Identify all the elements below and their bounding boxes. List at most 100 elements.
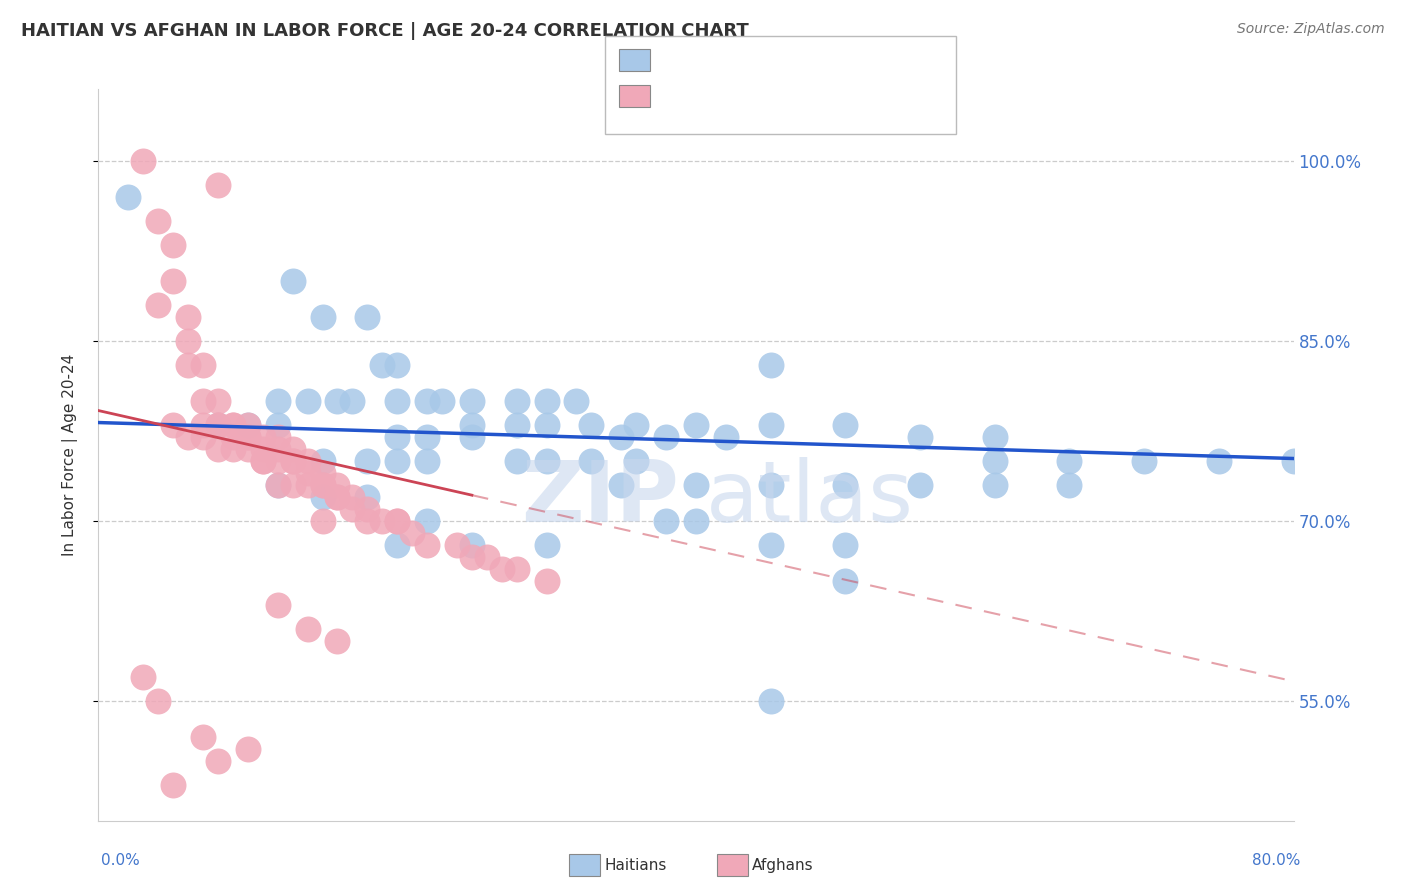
Point — [1208, 454, 1230, 468]
Point — [342, 394, 364, 409]
Point — [371, 514, 394, 528]
Point — [416, 394, 439, 409]
Point — [177, 358, 200, 372]
Point — [326, 394, 349, 409]
Point — [117, 190, 139, 204]
Point — [297, 454, 319, 468]
Point — [207, 417, 229, 432]
Point — [581, 417, 603, 432]
Point — [311, 454, 333, 468]
Point — [446, 538, 468, 552]
Point — [610, 478, 633, 492]
Point — [342, 501, 364, 516]
Point — [759, 358, 782, 372]
Point — [984, 454, 1007, 468]
Text: Afghans: Afghans — [752, 858, 814, 872]
Point — [385, 454, 409, 468]
Point — [281, 442, 304, 456]
Point — [267, 430, 290, 444]
Point — [371, 358, 394, 372]
Point — [685, 514, 707, 528]
Point — [356, 514, 378, 528]
Point — [236, 430, 259, 444]
Point — [581, 454, 603, 468]
Point — [506, 394, 529, 409]
Point — [281, 274, 304, 288]
Point — [148, 694, 170, 708]
Point — [356, 501, 378, 516]
Y-axis label: In Labor Force | Age 20-24: In Labor Force | Age 20-24 — [62, 354, 77, 556]
Point — [148, 298, 170, 312]
Point — [207, 754, 229, 768]
Point — [714, 430, 737, 444]
Point — [461, 417, 484, 432]
Point — [207, 394, 229, 409]
Point — [834, 478, 856, 492]
Point — [281, 478, 304, 492]
Point — [506, 562, 529, 576]
Point — [536, 394, 558, 409]
Point — [177, 430, 200, 444]
Point — [759, 694, 782, 708]
Point — [297, 466, 319, 480]
Point — [297, 394, 319, 409]
Point — [356, 490, 378, 504]
Point — [252, 442, 274, 456]
Point — [252, 454, 274, 468]
Point — [222, 442, 245, 456]
Text: atlas: atlas — [706, 458, 914, 541]
Point — [536, 538, 558, 552]
Point — [311, 478, 333, 492]
Point — [401, 525, 423, 540]
Point — [416, 430, 439, 444]
Point — [461, 538, 484, 552]
Point — [834, 574, 856, 588]
Point — [626, 417, 648, 432]
Point — [281, 454, 304, 468]
Text: 80.0%: 80.0% — [1253, 854, 1301, 868]
Point — [326, 490, 349, 504]
Point — [311, 310, 333, 324]
Point — [191, 417, 214, 432]
Point — [236, 442, 259, 456]
Point — [385, 514, 409, 528]
Point — [191, 394, 214, 409]
Point — [416, 538, 439, 552]
Point — [1327, 454, 1350, 468]
Point — [984, 430, 1007, 444]
Point — [236, 741, 259, 756]
Point — [475, 549, 498, 564]
Point — [984, 478, 1007, 492]
Point — [834, 538, 856, 552]
Point — [536, 454, 558, 468]
Point — [207, 178, 229, 193]
Point — [191, 358, 214, 372]
Point — [908, 478, 931, 492]
Point — [536, 574, 558, 588]
Point — [342, 490, 364, 504]
Point — [207, 417, 229, 432]
Point — [191, 430, 214, 444]
Point — [148, 214, 170, 228]
Point — [1059, 478, 1081, 492]
Point — [655, 514, 678, 528]
Point — [1133, 454, 1156, 468]
Point — [759, 538, 782, 552]
Point — [222, 417, 245, 432]
Point — [506, 454, 529, 468]
Point — [1059, 454, 1081, 468]
Point — [491, 562, 513, 576]
Point — [536, 417, 558, 432]
Point — [267, 454, 290, 468]
Point — [297, 478, 319, 492]
Text: R =  -0.033   N = 71: R = -0.033 N = 71 — [658, 51, 827, 69]
Point — [326, 478, 349, 492]
Point — [162, 417, 184, 432]
Point — [834, 417, 856, 432]
Point — [236, 417, 259, 432]
Point — [356, 454, 378, 468]
Point — [685, 478, 707, 492]
Point — [385, 358, 409, 372]
Point — [356, 310, 378, 324]
Point — [207, 417, 229, 432]
